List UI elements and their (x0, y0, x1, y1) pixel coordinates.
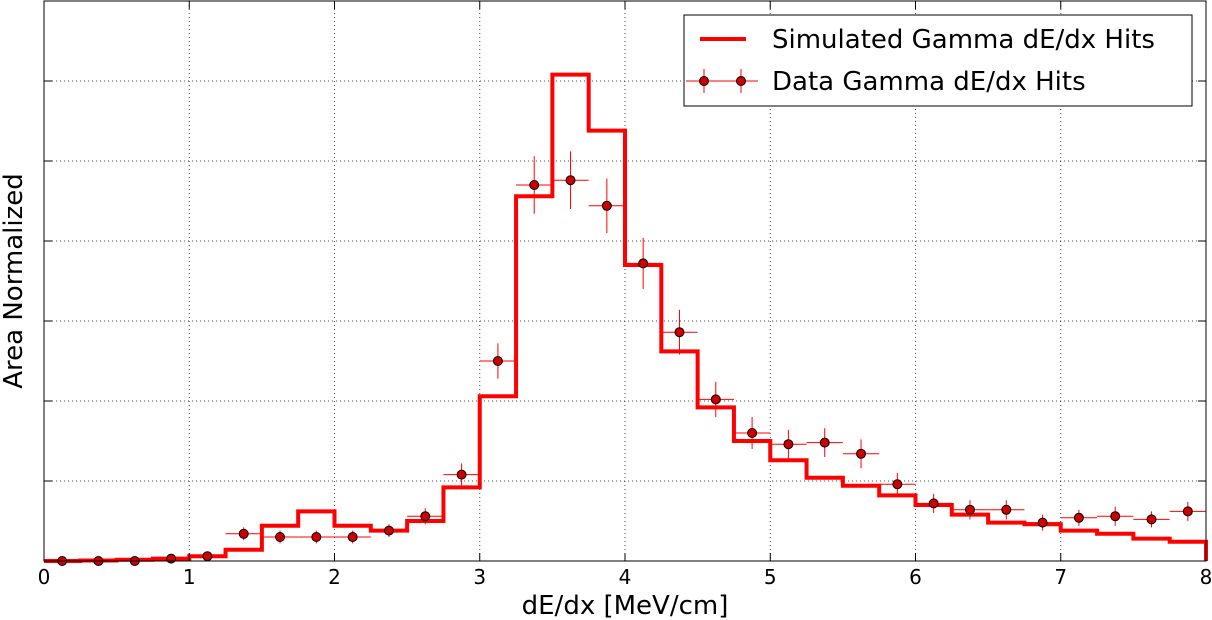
data-marker (964, 504, 975, 515)
data-marker (456, 469, 467, 480)
x-tick-label: 1 (183, 565, 196, 589)
data-point (951, 500, 989, 520)
data-point (1133, 511, 1170, 528)
data-point (370, 524, 408, 537)
data-point (588, 178, 625, 233)
data-point (552, 151, 589, 209)
data-point (879, 473, 916, 496)
data-point (842, 439, 880, 469)
x-tick-label: 7 (1054, 565, 1067, 589)
data-point (1169, 501, 1206, 521)
y-axis-label: Area Normalized (0, 173, 29, 389)
data-point (225, 527, 262, 541)
x-tick-label: 2 (328, 565, 341, 589)
legend-data-label: Data Gamma dE/dx Hits (772, 67, 1086, 97)
data-point (407, 508, 444, 525)
data-marker (420, 511, 431, 522)
data-point (516, 156, 553, 214)
data-marker (347, 532, 358, 542)
data-marker (1037, 517, 1048, 528)
x-tick-label: 4 (619, 565, 632, 589)
data-marker (1182, 506, 1193, 517)
data-marker (674, 327, 685, 338)
data-point (479, 343, 517, 379)
data-point (988, 500, 1025, 520)
legend-simulated-label: Simulated Gamma dE/dx Hits (772, 25, 1155, 55)
data-marker (238, 528, 249, 539)
data-marker (311, 532, 322, 542)
data-marker (856, 448, 867, 459)
x-axis-label: dE/dx [MeV/cm] (522, 591, 729, 620)
data-point (733, 417, 771, 449)
data-point (189, 551, 226, 562)
data-point (298, 530, 335, 544)
legend-data-marker (736, 76, 746, 86)
axis-ticks: 0 1 2 3 4 5 6 7 8 (38, 1, 1212, 589)
data-point (1060, 509, 1098, 526)
data-marker (383, 525, 394, 536)
data-marker (638, 258, 649, 269)
legend-box (683, 14, 1193, 107)
data-marker (202, 551, 213, 562)
data-point (661, 309, 698, 355)
data-marker (492, 356, 503, 366)
data-point (625, 237, 662, 289)
data-point (443, 463, 480, 486)
data-point (915, 493, 952, 513)
data-marker (819, 437, 830, 448)
x-tick-label: 5 (764, 565, 777, 589)
data-marker (601, 200, 612, 211)
data-point (334, 530, 371, 544)
data-point (1097, 506, 1134, 526)
data-point (152, 553, 190, 564)
data-marker (166, 553, 177, 564)
data-marker (565, 175, 576, 186)
data-point (697, 381, 734, 417)
data-marker (275, 532, 286, 542)
legend-data-swatch (686, 69, 758, 93)
data-marker (1073, 512, 1084, 523)
data-point (806, 428, 843, 457)
legend-data-marker (699, 76, 709, 86)
legend: Simulated Gamma dE/dx Hits Data Gamma dE/… (683, 14, 1193, 107)
simulated-step-line (44, 72, 1208, 563)
data-point (261, 530, 299, 544)
data-marker (710, 394, 721, 405)
data-marker (747, 428, 758, 438)
x-tick-label: 3 (473, 565, 486, 589)
data-point (1024, 514, 1061, 531)
data-marker (928, 498, 939, 509)
data-marker (1001, 504, 1012, 515)
data-marker (1110, 511, 1121, 522)
x-tick-label: 8 (1200, 565, 1212, 589)
data-marker (892, 479, 903, 490)
x-tick-label: 0 (38, 565, 51, 589)
data-point (770, 429, 807, 459)
simulated-series (44, 72, 1208, 563)
x-tick-label: 6 (909, 565, 922, 589)
data-marker (783, 439, 794, 450)
data-marker (1146, 514, 1157, 525)
data-marker (529, 180, 540, 190)
